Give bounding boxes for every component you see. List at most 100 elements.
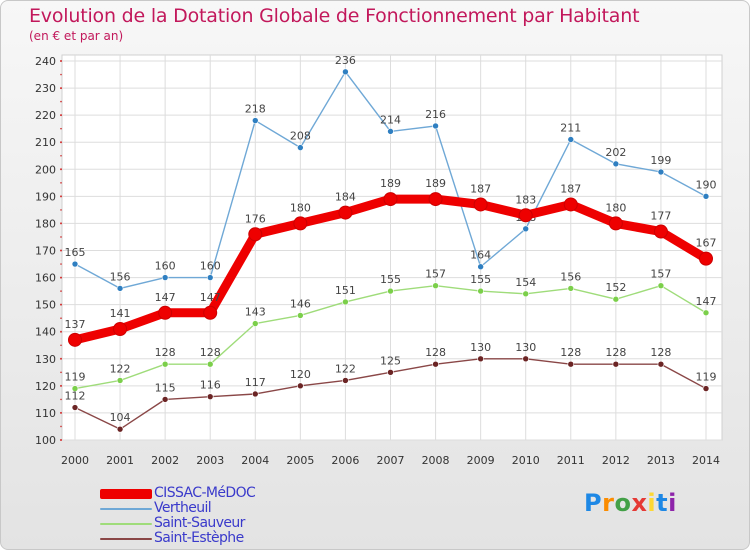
data-label: 120 (290, 368, 311, 381)
data-point (522, 225, 530, 233)
data-point (612, 360, 620, 368)
data-label: 156 (110, 270, 131, 283)
data-label: 141 (110, 307, 131, 320)
data-label: 128 (560, 346, 581, 359)
data-point (297, 382, 304, 390)
data-label: 165 (65, 246, 86, 259)
y-tick-label: 150 (35, 299, 56, 312)
data-point (113, 322, 128, 337)
y-tick-mark (60, 439, 62, 441)
data-point (203, 305, 218, 320)
data-point (702, 385, 710, 392)
data-point (116, 377, 124, 384)
data-point (657, 282, 665, 289)
data-label: 128 (425, 346, 446, 359)
data-label: 128 (650, 346, 671, 359)
y-tick-mark (60, 114, 62, 117)
y-tick-label: 140 (35, 326, 56, 339)
data-label: 214 (380, 113, 401, 126)
y-tick-label: 160 (35, 272, 56, 285)
data-label: 202 (605, 146, 626, 159)
logo-letter: t (656, 489, 669, 517)
data-point (567, 136, 575, 143)
data-point (567, 285, 575, 292)
y-minor-tick (60, 127, 62, 130)
data-label: 128 (155, 346, 176, 359)
data-point (251, 117, 259, 124)
data-point (563, 197, 578, 212)
data-point (71, 404, 79, 411)
x-tick-label: 2008 (422, 454, 450, 467)
y-minor-tick (60, 317, 62, 319)
y-tick-label: 110 (35, 407, 56, 420)
y-tick-mark (60, 141, 62, 144)
legend-swatch-vertheuil (100, 507, 152, 510)
y-minor-tick (60, 371, 62, 374)
x-tick-label: 2013 (647, 454, 675, 467)
y-tick-mark (60, 60, 62, 62)
y-tick-mark (60, 222, 62, 225)
data-point (702, 309, 710, 317)
data-label: 164 (470, 249, 491, 262)
data-label: 218 (245, 103, 266, 116)
x-tick-label: 2000 (61, 454, 89, 467)
data-label: 104 (110, 411, 131, 424)
data-point (432, 360, 439, 368)
data-label: 115 (155, 381, 176, 394)
chart-title: Evolution de la Dotation Globale de Fonc… (29, 5, 640, 27)
data-point (608, 216, 623, 231)
data-label: 177 (650, 210, 671, 223)
y-tick-label: 120 (35, 380, 56, 393)
data-label: 216 (425, 108, 446, 121)
data-label: 157 (650, 268, 671, 281)
y-tick-label: 180 (35, 217, 56, 230)
x-tick-label: 2002 (151, 454, 179, 467)
data-label: 147 (696, 295, 717, 308)
data-point (161, 274, 169, 281)
logo-letter: r (602, 489, 615, 517)
y-tick-label: 170 (35, 245, 56, 258)
data-label: 112 (65, 390, 86, 403)
y-tick-label: 130 (35, 353, 56, 366)
data-point (158, 305, 173, 320)
x-tick-label: 2011 (557, 454, 585, 467)
legend-swatch-saint-estephe (100, 537, 152, 540)
data-point (206, 360, 214, 368)
data-label: 128 (605, 346, 626, 359)
y-tick-label: 190 (35, 190, 56, 203)
y-tick-mark (60, 384, 62, 387)
data-point (518, 208, 533, 223)
data-label: 143 (245, 306, 266, 319)
data-point (699, 251, 713, 266)
data-label: 176 (245, 212, 266, 225)
x-tick-label: 2001 (106, 454, 134, 467)
data-point (428, 192, 443, 207)
y-tick-mark (60, 357, 62, 360)
data-point (251, 320, 259, 327)
data-point (161, 360, 169, 368)
x-tick-label: 2009 (467, 454, 495, 467)
data-point (116, 425, 124, 433)
data-label: 183 (515, 193, 536, 206)
data-label: 189 (380, 177, 401, 190)
y-tick-mark (60, 411, 62, 414)
data-point (248, 227, 263, 242)
data-point (297, 312, 304, 319)
data-label: 167 (696, 237, 717, 250)
legend-swatch-cissac (100, 488, 152, 499)
data-point (522, 290, 530, 298)
chart-subtitle: (en € et par an) (29, 29, 124, 43)
legend-label-vertheuil: Vertheuil (154, 500, 212, 516)
x-tick-label: 2003 (196, 454, 224, 467)
data-point (342, 68, 349, 76)
data-point (477, 355, 484, 363)
y-minor-tick (60, 182, 62, 184)
data-label: 147 (200, 291, 221, 304)
data-point (387, 287, 394, 295)
y-tick-label: 230 (35, 82, 56, 95)
data-point (657, 168, 665, 176)
data-point (297, 144, 304, 151)
data-label: 119 (65, 371, 86, 384)
x-tick-label: 2004 (241, 454, 269, 467)
